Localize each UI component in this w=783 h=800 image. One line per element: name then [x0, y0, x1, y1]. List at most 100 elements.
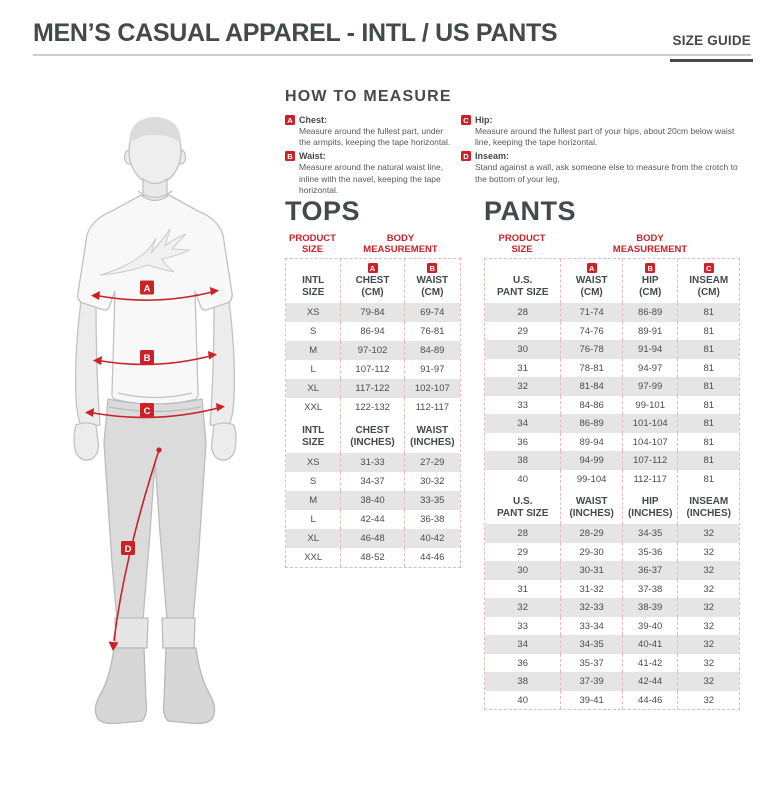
size-cell: 86-89	[621, 303, 678, 322]
column-header-label: INSEAM (CM)	[689, 275, 729, 298]
measure-badge-b: B	[427, 263, 438, 274]
how-to-measure-column-right: C Hip: Measure around the fullest part o…	[461, 115, 749, 199]
measure-item-text: Measure around the fullest part, under t…	[299, 126, 451, 148]
size-cell: 30	[517, 344, 528, 355]
figure-right-cuff	[161, 617, 196, 649]
size-cell: 32	[677, 579, 739, 599]
size-cell: 33	[517, 620, 528, 632]
size-cell: 33	[517, 399, 528, 411]
figure-left-cuff	[114, 617, 149, 649]
size-cell: 36	[517, 436, 528, 448]
size-cell: 40-41	[621, 635, 678, 654]
tops-section: TOPS PRODUCT SIZE BODY MEASUREMENT AINTL…	[285, 196, 461, 569]
size-guide-underline	[670, 59, 753, 62]
how-to-measure-title: HOW TO MEASURE	[285, 88, 452, 105]
size-row: 38 37-39 42-44 32	[485, 672, 739, 691]
measure-item-label: Hip:	[475, 115, 493, 125]
column-header: WAIST (INCHES)	[560, 488, 622, 525]
size-cell: 33-34	[560, 616, 622, 636]
column-header-label: U.S. PANT SIZE	[496, 496, 549, 519]
size-cell: 86-94	[340, 322, 403, 342]
column-header-label: CHEST (INCHES)	[350, 425, 395, 448]
size-cell: 37-39	[560, 672, 622, 691]
size-cell: 32	[677, 524, 739, 543]
size-row: XL 117-122 102-107	[286, 379, 460, 399]
size-cell: XXL	[304, 402, 323, 414]
size-row: L 42-44 36-38	[286, 510, 460, 530]
size-cell: 33-35	[403, 491, 460, 511]
measure-item-hip: C Hip: Measure around the fullest part o…	[461, 115, 749, 148]
size-cell: 40	[517, 694, 528, 706]
column-header-label: HIP (CM)	[639, 275, 662, 298]
tops-inches-header-row: INTL SIZE CHEST (INCHES) WAIST (INCHES)	[286, 417, 460, 454]
size-cell: 36-38	[403, 510, 460, 530]
size-cell: 32	[677, 690, 739, 710]
size-cell: L	[310, 364, 316, 376]
size-cell: 112-117	[403, 398, 460, 418]
size-cell: 81	[677, 321, 739, 341]
measure-item-label: Waist:	[299, 151, 326, 162]
figure-waistband	[108, 406, 202, 413]
size-row: S 34-37 30-32	[286, 472, 460, 492]
size-cell: 32	[677, 542, 739, 562]
size-cell: 107-112	[621, 451, 678, 470]
marker-b: B	[144, 353, 151, 364]
column-header-label: INTL SIZE	[302, 425, 325, 448]
measure-item-label: Inseam:	[475, 151, 510, 162]
size-cell: 104-107	[621, 432, 678, 452]
figure-pants	[103, 398, 207, 621]
column-header: AINTL SIZE	[286, 259, 340, 303]
size-cell: 94-97	[621, 358, 678, 378]
figure-left-arm	[74, 291, 101, 429]
size-cell: 46-48	[340, 529, 403, 549]
figure-shirt-hem	[117, 392, 193, 399]
size-guide-tab[interactable]: SIZE GUIDE	[670, 32, 753, 62]
size-cell: 34-35	[560, 635, 622, 654]
column-header: A WAIST (CM)	[560, 259, 622, 304]
size-cell: 38	[517, 455, 528, 466]
pants-section: PANTS PRODUCT SIZE BODY MEASUREMENT AU.S…	[484, 196, 740, 711]
hip-badge-icon: C	[461, 115, 471, 125]
size-row: XL 46-48 40-42	[286, 529, 460, 549]
size-cell: 31	[517, 583, 528, 595]
column-header-label: WAIST (CM)	[416, 275, 449, 298]
size-cell: 81	[677, 451, 739, 470]
size-cell: 99-104	[560, 469, 622, 489]
size-cell: XS	[306, 307, 320, 319]
size-cell: 37-38	[621, 579, 678, 599]
figure-right-boot	[162, 647, 216, 725]
size-row: 33 84-86 99-101 81	[485, 395, 739, 415]
size-cell: M	[309, 495, 318, 507]
size-cell: 97-99	[621, 377, 678, 396]
figure-left-hand	[73, 422, 100, 461]
tops-title: TOPS	[285, 196, 361, 226]
size-cell: 32	[677, 635, 739, 654]
column-header: HIP (INCHES)	[621, 488, 678, 525]
tops-table-head: PRODUCT SIZE BODY MEASUREMENT	[285, 233, 461, 255]
size-cell: 38-40	[340, 491, 403, 511]
size-cell: 122-132	[340, 398, 403, 418]
size-cell: 81	[677, 414, 739, 433]
size-cell: 81-84	[560, 377, 622, 396]
size-cell: 81	[677, 303, 739, 322]
body-measurement-header: BODY MEASUREMENT	[363, 233, 438, 255]
size-cell: 97-102	[340, 341, 403, 361]
size-cell: 40	[517, 473, 528, 485]
size-cell: 32-33	[560, 598, 622, 617]
size-cell: 32	[677, 672, 739, 691]
measure-item-inseam: D Inseam: Stand against a wall, ask some…	[461, 151, 749, 184]
size-cell: 32	[677, 616, 739, 636]
size-cell: 27-29	[403, 453, 460, 473]
measure-item-text: Measure around the natural waist line, i…	[299, 162, 444, 195]
size-cell: 44-46	[403, 548, 460, 568]
size-cell: 81	[677, 358, 739, 378]
size-cell: 32	[677, 561, 739, 580]
size-row: 36 89-94 104-107 81	[485, 432, 739, 452]
marker-a: A	[144, 283, 151, 294]
size-cell: 40-42	[403, 529, 460, 549]
size-cell: 91-94	[621, 340, 678, 359]
column-header-label: WAIST (INCHES)	[569, 496, 614, 519]
figure-hair	[129, 117, 181, 143]
